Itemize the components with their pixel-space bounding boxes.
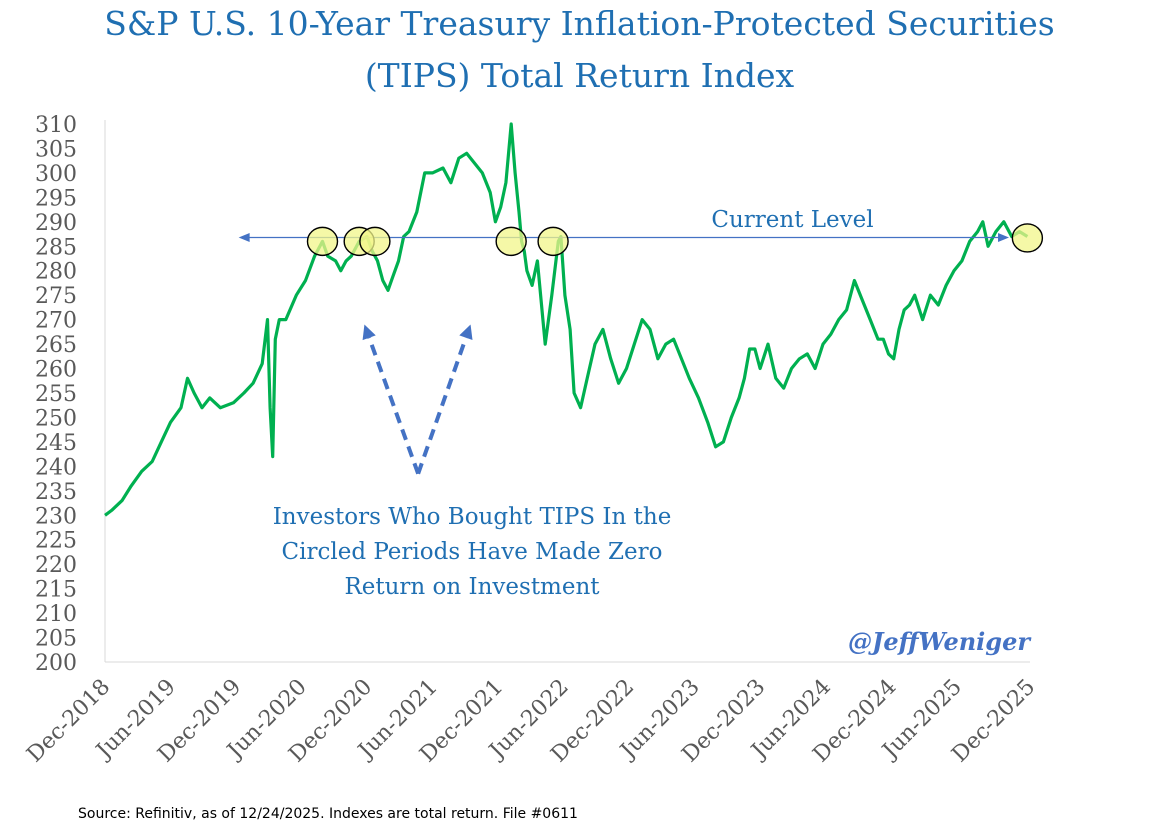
dashed-arrow-line <box>367 337 421 475</box>
y-tick-label: 235 <box>35 480 77 505</box>
y-tick-label: 225 <box>35 529 77 554</box>
y-tick-label: 220 <box>35 553 77 578</box>
y-tick-label: 270 <box>35 309 77 334</box>
author-handle: @JeffWeniger <box>847 627 1030 656</box>
investors-annotation: Investors Who Bought TIPS In the Circled… <box>232 500 712 605</box>
y-tick-label: 285 <box>35 235 77 260</box>
current-level-annotation: Current Level <box>711 207 874 233</box>
y-tick-label: 205 <box>35 627 77 652</box>
y-tick-label: 250 <box>35 406 77 431</box>
y-tick-label: 210 <box>35 602 77 627</box>
y-tick-label: 275 <box>35 284 77 309</box>
y-tick-label: 230 <box>35 504 77 529</box>
source-note: Source: Refinitiv, as of 12/24/2025. Ind… <box>78 806 578 822</box>
dashed-arrowhead <box>362 324 376 341</box>
y-tick-label: 215 <box>35 578 77 603</box>
circled-point-marker <box>537 226 569 257</box>
y-tick-label: 245 <box>35 431 77 456</box>
y-tick-label: 260 <box>35 358 77 383</box>
y-tick-label: 280 <box>35 260 77 285</box>
investors-annotation-line-1: Investors Who Bought TIPS In the <box>272 504 672 530</box>
y-tick-label: 295 <box>35 186 77 211</box>
dashed-arrowhead <box>459 324 473 341</box>
circled-point-marker <box>306 226 339 257</box>
y-tick-label: 265 <box>35 333 77 358</box>
y-tick-label: 310 <box>35 113 77 138</box>
y-tick-label: 240 <box>35 455 77 480</box>
current-level-arrowhead-left <box>238 232 250 242</box>
y-tick-label: 290 <box>35 211 77 236</box>
circled-point-marker <box>1011 223 1044 253</box>
circled-point-marker <box>495 226 527 257</box>
y-tick-label: 305 <box>35 137 77 162</box>
chart-title-line-1: S&P U.S. 10-Year Treasury Inflation-Prot… <box>104 4 1055 43</box>
chart-title-line-2: (TIPS) Total Return Index <box>364 56 795 95</box>
current-level-arrowhead-right <box>998 232 1010 242</box>
investors-annotation-line-3: Return on Investment <box>344 574 600 600</box>
circled-point-marker <box>359 226 391 257</box>
investors-annotation-line-2: Circled Periods Have Made Zero <box>281 539 663 565</box>
y-tick-label: 300 <box>35 162 77 187</box>
dashed-arrow-line <box>416 337 468 475</box>
series-line <box>104 122 1029 517</box>
y-tick-label: 200 <box>35 651 77 676</box>
y-tick-label: 255 <box>35 382 77 407</box>
